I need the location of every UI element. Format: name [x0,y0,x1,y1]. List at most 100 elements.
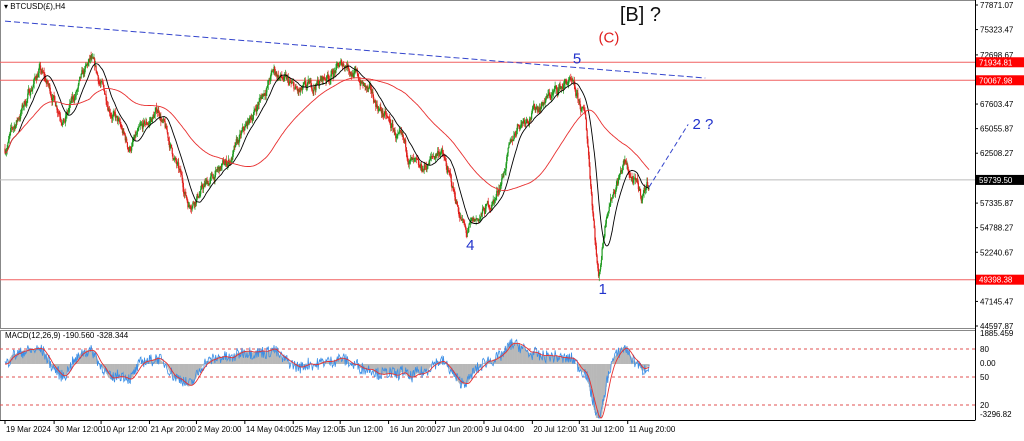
candle [116,115,119,124]
candle-body [208,183,210,186]
candle-body [578,100,580,102]
candle-body [466,232,469,234]
candle [131,142,133,153]
candle-body [20,110,22,113]
macd-blue-line [4,338,650,419]
candle [618,173,620,180]
candle [407,158,410,168]
candle [42,70,45,74]
candle [412,153,415,164]
candle-body [406,152,408,159]
candle-body [47,80,49,84]
candle-body [16,120,18,121]
candle-body [273,67,275,71]
candle-body [518,125,520,126]
candle-body [463,222,465,224]
candle [356,67,358,76]
candle-body [182,180,184,188]
candle [220,163,222,171]
candle [244,121,247,128]
candle-body [146,123,148,125]
candle-body [399,130,401,132]
candle [368,87,370,93]
candle-body [124,134,126,141]
candle-body [75,91,77,97]
candle [232,150,234,163]
candle-body [407,162,410,165]
candle [101,78,104,85]
candle-body [271,70,273,73]
candle-body [162,119,164,121]
candle [109,108,111,119]
candle-body [481,213,483,215]
candle-body [405,147,407,153]
candle [597,263,600,279]
candle [354,66,356,75]
candle-body [283,76,285,81]
candle-body [554,86,556,90]
candle [429,156,431,166]
candle-body [118,119,120,121]
candle [264,93,266,96]
candle [306,85,308,92]
candle-body [395,135,398,139]
candle [104,93,106,95]
candle [625,158,627,165]
candle-body [537,109,539,111]
candle [619,172,621,180]
time-tick-label: 16 Jun 20:00 [390,425,437,434]
candle-body [294,88,296,90]
candle-body [21,105,23,111]
candle-body [548,92,551,96]
candle [148,120,150,127]
candle [193,201,195,209]
candle-body [172,154,174,160]
candle-body [254,108,257,110]
candle [610,193,612,207]
candle-body [7,139,10,143]
candle-body [259,98,261,102]
candle-body [310,80,312,86]
candle-body [152,115,154,118]
candle-body [384,111,386,114]
candle [558,82,560,91]
candle-body [65,115,67,117]
candle-body [183,193,185,195]
candle-body [183,187,185,194]
candle-body [515,134,517,135]
candle-body [30,90,32,92]
candle-body [482,207,484,209]
candle [510,139,512,143]
candle [96,70,98,75]
candle [89,55,91,64]
candle [53,91,55,101]
candle [58,111,60,115]
candle-body [185,195,188,199]
candle [42,67,44,74]
candle [288,81,290,86]
candle [275,70,277,77]
candle [37,68,40,78]
candle-body [243,128,245,131]
candle-body [625,162,627,165]
candle [111,114,114,123]
candle [536,105,538,114]
candle-body [190,209,193,210]
candle [467,226,469,234]
candle [414,156,416,163]
candle [117,117,119,126]
candle [567,81,569,87]
dropdown-triangle-icon[interactable]: ▾ [4,2,11,11]
candle-body [378,109,380,110]
candle-body [130,149,132,151]
candle-body [632,179,635,183]
candle-body [511,139,513,142]
candle-body [326,75,328,82]
candle [284,72,286,82]
candle [248,118,250,126]
candle [47,80,50,88]
candle-body [280,74,282,76]
candle-body [225,159,227,164]
candle [600,263,602,272]
